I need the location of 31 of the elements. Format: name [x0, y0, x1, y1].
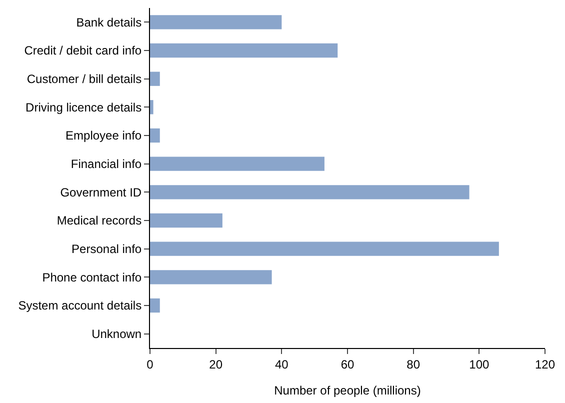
x-tick-label: 120: [534, 357, 556, 372]
y-tick-label: Phone contact info: [42, 270, 142, 284]
x-tick-label: 60: [340, 357, 354, 372]
y-tick-label: Unknown: [92, 327, 142, 342]
bar: [150, 100, 154, 114]
x-tick-label: 40: [274, 357, 289, 372]
x-tick-label: 100: [469, 357, 490, 372]
bar: [150, 242, 499, 256]
x-tick-label: 80: [406, 357, 420, 372]
y-tick-label: System account details: [18, 298, 142, 313]
bar: [150, 72, 160, 86]
y-tick-label: Driving licence details: [26, 100, 142, 114]
bar: [150, 43, 338, 58]
y-tick-label: Bank details: [76, 15, 142, 30]
y-tick-label: Customer / bill details: [26, 72, 142, 86]
y-tick-label: Financial info: [70, 157, 142, 172]
bar: [150, 156, 324, 171]
x-axis-title: Number of people (millions): [274, 383, 421, 398]
y-tick-label: Government ID: [60, 185, 142, 200]
x-tick-label: 0: [146, 357, 154, 372]
bar: [150, 128, 160, 143]
bar: [150, 213, 222, 228]
y-tick-label: Personal info: [72, 242, 142, 256]
y-tick-label: Medical records: [56, 214, 142, 228]
x-tick-label: 20: [209, 357, 223, 372]
y-tick-label: Employee info: [66, 128, 142, 143]
bar: [150, 298, 160, 313]
bar: [150, 15, 282, 30]
bar: [150, 270, 272, 284]
y-tick-label: Credit / debit card info: [24, 44, 142, 58]
bar: [150, 185, 470, 200]
